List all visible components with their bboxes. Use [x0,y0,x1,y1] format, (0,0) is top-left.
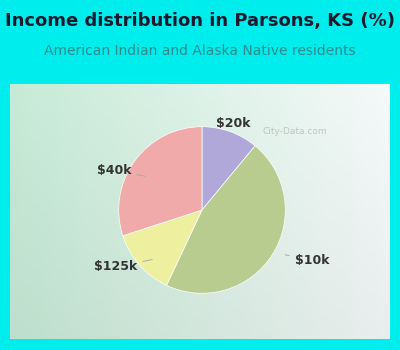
Text: $10k: $10k [285,254,329,267]
Text: American Indian and Alaska Native residents: American Indian and Alaska Native reside… [44,44,356,58]
Text: City-Data.com: City-Data.com [263,127,328,136]
Wedge shape [166,146,285,293]
Wedge shape [123,210,202,285]
Wedge shape [119,127,202,236]
Text: $20k: $20k [216,117,251,134]
Text: $40k: $40k [96,164,145,177]
Text: $125k: $125k [94,260,152,273]
Text: Income distribution in Parsons, KS (%): Income distribution in Parsons, KS (%) [5,12,395,30]
Wedge shape [202,127,255,210]
